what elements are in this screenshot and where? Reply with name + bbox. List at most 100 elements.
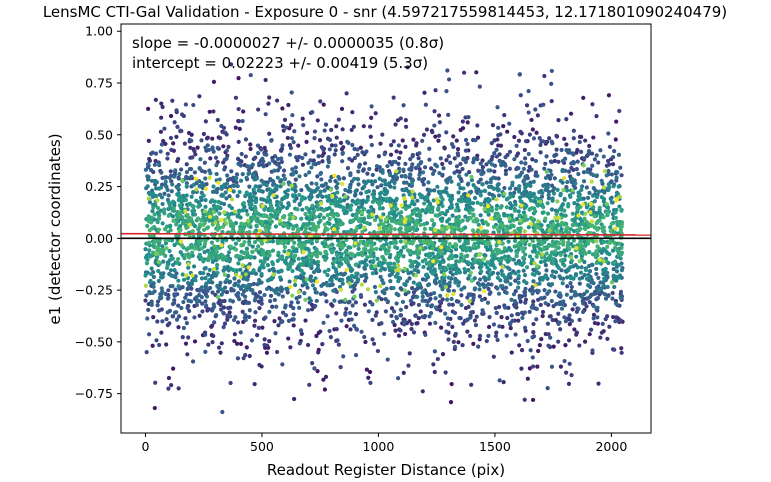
scatter-point xyxy=(186,130,192,136)
scatter-point xyxy=(408,172,413,177)
scatter-point xyxy=(509,297,514,302)
scatter-point xyxy=(198,222,203,227)
scatter-point xyxy=(359,329,364,334)
scatter-point xyxy=(234,268,239,273)
scatter-point xyxy=(508,191,513,196)
scatter-point xyxy=(184,225,189,231)
scatter-point xyxy=(151,281,156,286)
scatter-point xyxy=(151,250,156,255)
scatter-point xyxy=(145,184,150,189)
scatter-point xyxy=(482,188,487,193)
scatter-point xyxy=(274,304,279,309)
scatter-point xyxy=(380,170,385,175)
scatter-point xyxy=(238,330,243,335)
scatter-point xyxy=(546,244,551,249)
scatter-point xyxy=(172,293,177,298)
scatter-point xyxy=(332,298,337,303)
scatter-point xyxy=(389,306,395,311)
scatter-point xyxy=(503,171,508,177)
scatter-point xyxy=(243,317,248,323)
scatter-point xyxy=(175,185,180,191)
scatter-point xyxy=(439,325,444,330)
scatter-point xyxy=(590,262,595,267)
scatter-point xyxy=(519,170,525,175)
scatter-point xyxy=(569,176,575,182)
scatter-point xyxy=(606,131,611,136)
scatter-point xyxy=(214,171,219,177)
scatter-point xyxy=(556,301,562,306)
scatter-point xyxy=(179,167,184,172)
scatter-point xyxy=(425,195,430,200)
scatter-point xyxy=(582,156,587,161)
scatter-point xyxy=(312,136,317,141)
scatter-point xyxy=(527,132,533,137)
scatter-point xyxy=(569,318,575,324)
scatter-point xyxy=(200,309,205,314)
scatter-point xyxy=(546,343,551,348)
scatter-point xyxy=(167,175,172,180)
scatter-point xyxy=(247,164,252,169)
scatter-point xyxy=(499,163,504,168)
scatter-point xyxy=(263,219,268,224)
scatter-point xyxy=(433,134,438,139)
scatter-point xyxy=(591,316,596,321)
scatter-point xyxy=(275,349,280,355)
scatter-point xyxy=(456,153,461,158)
scatter-point xyxy=(322,269,327,274)
scatter-point xyxy=(496,125,501,130)
scatter-point xyxy=(562,315,567,320)
scatter-point xyxy=(154,193,159,199)
scatter-point xyxy=(478,202,484,207)
scatter-point xyxy=(371,251,376,256)
scatter-point xyxy=(497,324,502,329)
scatter-point xyxy=(525,338,530,344)
scatter-point xyxy=(530,291,535,296)
scatter-point xyxy=(423,257,428,262)
scatter-point xyxy=(272,297,277,303)
scatter-point xyxy=(374,214,379,219)
scatter-point xyxy=(319,183,324,188)
scatter-point xyxy=(251,194,256,199)
scatter-point xyxy=(511,292,517,297)
scatter-point xyxy=(504,205,509,210)
scatter-point xyxy=(587,250,592,255)
scatter-point xyxy=(307,187,312,193)
scatter-point xyxy=(352,176,357,181)
scatter-point xyxy=(384,189,390,194)
scatter-point xyxy=(249,338,255,343)
scatter-point xyxy=(321,377,326,382)
scatter-point xyxy=(229,206,234,211)
scatter-point xyxy=(208,156,213,161)
scatter-point xyxy=(456,190,461,195)
scatter-point xyxy=(496,291,502,296)
scatter-point xyxy=(527,254,533,259)
scatter-point xyxy=(266,195,271,200)
scatter-point xyxy=(589,151,595,156)
scatter-point xyxy=(162,191,167,196)
scatter-point xyxy=(153,97,158,102)
scatter-point xyxy=(462,266,467,272)
scatter-point xyxy=(356,169,361,174)
scatter-point xyxy=(491,230,496,235)
scatter-point xyxy=(445,208,450,214)
scatter-point xyxy=(203,119,208,124)
scatter-point xyxy=(156,278,161,284)
scatter-point xyxy=(366,214,371,219)
scatter-point xyxy=(463,137,469,143)
scatter-point xyxy=(462,270,468,275)
scatter-point xyxy=(516,280,521,285)
scatter-point xyxy=(300,162,306,167)
scatter-point xyxy=(236,283,241,288)
scatter-point xyxy=(146,307,151,313)
scatter-point xyxy=(552,176,557,181)
scatter-point xyxy=(544,154,549,159)
scatter-point xyxy=(516,318,521,323)
scatter-point xyxy=(524,103,530,108)
scatter-point xyxy=(341,205,346,210)
scatter-point xyxy=(473,253,478,258)
scatter-point xyxy=(235,193,240,199)
scatter-point xyxy=(466,304,471,309)
scatter-point xyxy=(614,119,619,124)
scatter-point xyxy=(192,339,198,344)
scatter-point xyxy=(428,209,433,214)
